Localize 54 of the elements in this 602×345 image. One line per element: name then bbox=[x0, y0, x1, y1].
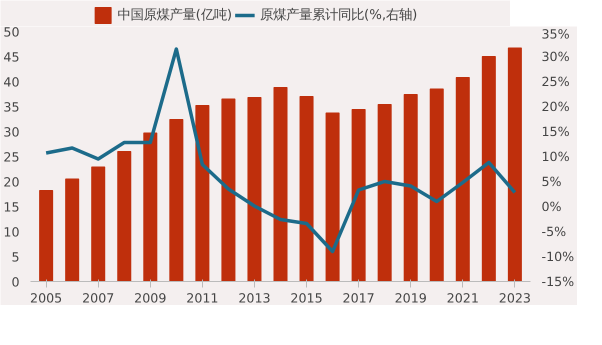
y-tick-label: 30 bbox=[3, 124, 20, 140]
y-tick-label: 25 bbox=[3, 150, 20, 164]
bar bbox=[169, 119, 184, 282]
y2-tick-label: 25% bbox=[542, 74, 570, 89]
bar bbox=[326, 112, 340, 282]
bar bbox=[221, 98, 236, 282]
y2-tick-label: 0% bbox=[542, 199, 562, 214]
x-tick-label: 2017 bbox=[342, 290, 375, 306]
bar bbox=[300, 96, 314, 282]
bar bbox=[352, 109, 366, 282]
x-tick-label: 2007 bbox=[82, 290, 114, 306]
bar bbox=[247, 97, 262, 282]
x-tick-label: 2011 bbox=[186, 290, 218, 306]
bar bbox=[273, 87, 288, 282]
y-tick-label: 50 bbox=[3, 24, 20, 40]
bar bbox=[65, 178, 80, 282]
bar bbox=[508, 48, 522, 282]
bar bbox=[91, 166, 106, 282]
x-tick-label: 2005 bbox=[30, 290, 62, 306]
bar bbox=[195, 105, 210, 282]
y2-tick-label: -5% bbox=[542, 224, 566, 239]
y-tick-label: 5 bbox=[11, 250, 20, 264]
bar bbox=[39, 190, 54, 282]
bar bbox=[117, 151, 132, 282]
bar bbox=[456, 77, 470, 282]
x-tick-label: 2019 bbox=[394, 290, 427, 306]
x-tick-label: 2021 bbox=[446, 290, 479, 306]
x-tick-label: 2009 bbox=[134, 290, 166, 306]
y-tick-label: 35 bbox=[3, 100, 20, 114]
y-tick-label: 15 bbox=[3, 200, 20, 214]
y2-tick-label: 15% bbox=[542, 124, 570, 139]
y-tick-label: 45 bbox=[3, 50, 20, 64]
y2-tick-label: 20% bbox=[542, 99, 570, 114]
legend-label: 中国原煤产量(亿吨) bbox=[118, 6, 232, 24]
x-tick-label: 2013 bbox=[238, 290, 271, 306]
legend-label: 原煤产量累计同比(%,右轴) bbox=[260, 6, 418, 24]
bar bbox=[404, 94, 418, 282]
y-tick-label: 40 bbox=[3, 74, 20, 90]
y-tick-label: 10 bbox=[3, 224, 20, 240]
bar bbox=[143, 132, 158, 282]
bar bbox=[430, 88, 444, 282]
y-tick-label: 0 bbox=[11, 274, 20, 290]
y2-tick-label: -15% bbox=[542, 274, 574, 289]
y2-tick-label: -10% bbox=[542, 249, 574, 264]
y2-tick-label: 5% bbox=[542, 174, 562, 189]
y2-tick-label: 10% bbox=[542, 149, 570, 164]
x-tick-label: 2023 bbox=[498, 290, 531, 306]
y-tick-label: 20 bbox=[3, 174, 20, 190]
y2-tick-label: 35% bbox=[542, 26, 570, 42]
y2-tick-label: 30% bbox=[542, 49, 570, 64]
line-series bbox=[44, 47, 517, 254]
bar bbox=[482, 56, 496, 282]
bar bbox=[378, 104, 392, 282]
x-tick-label: 2015 bbox=[290, 290, 323, 306]
